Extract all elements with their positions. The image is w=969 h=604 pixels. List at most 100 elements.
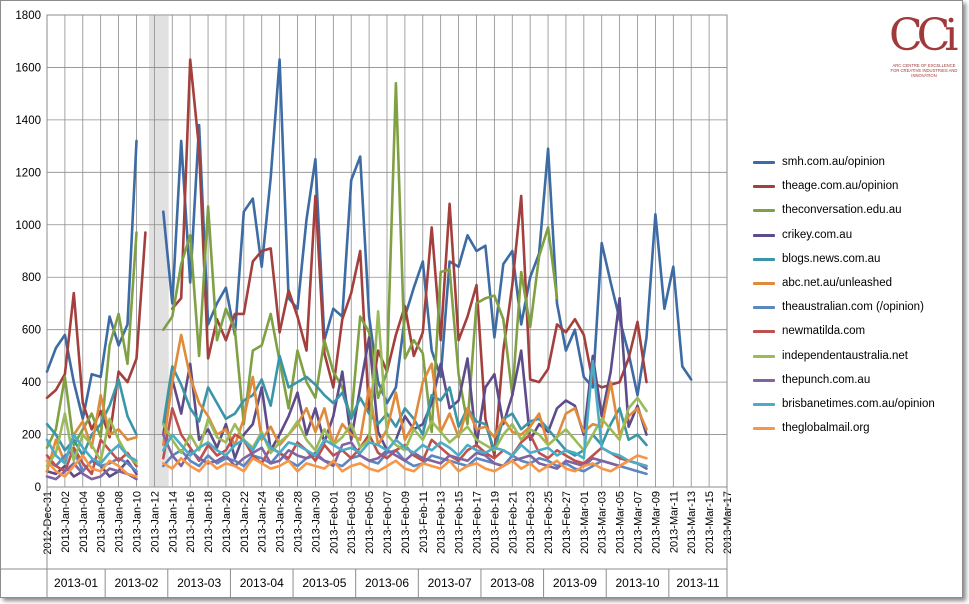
x-tick-label: 2013-Feb-01 bbox=[328, 491, 340, 554]
x-tick-label: 2013-Jan-10 bbox=[131, 491, 143, 553]
x-tick-label: 2013-Feb-23 bbox=[525, 491, 537, 554]
week-group-label: 2013-08 bbox=[490, 576, 534, 590]
x-tick-label: 2012-Dec-31 bbox=[42, 491, 54, 555]
x-tick-label: 2013-Feb-03 bbox=[346, 491, 358, 554]
x-tick-label: 2013-Jan-14 bbox=[167, 491, 179, 553]
x-tick-label: 2013-Jan-18 bbox=[203, 491, 215, 553]
legend-item: theage.com.au/opinion bbox=[753, 180, 958, 204]
legend-label: brisbanetimes.com.au/opinion bbox=[782, 397, 935, 410]
x-tick-label: 2013-Feb-09 bbox=[400, 491, 412, 554]
legend-label: theaustralian.com (/opinion) bbox=[782, 301, 924, 314]
y-tick-label: 0 bbox=[35, 482, 41, 494]
legend-label: smh.com.au/opinion bbox=[782, 156, 885, 168]
legend-item: newmatilda.com bbox=[753, 325, 958, 349]
x-tick-label: 2013-Feb-11 bbox=[418, 491, 430, 553]
week-group-label: 2013-11 bbox=[676, 576, 719, 590]
x-tick-label: 2013-Jan-20 bbox=[221, 491, 233, 553]
x-tick-label: 2013-Jan-06 bbox=[96, 491, 108, 553]
x-tick-label: 2013-Feb-07 bbox=[382, 491, 394, 554]
x-tick-label: 2013-Jan-26 bbox=[275, 491, 287, 553]
legend-swatch bbox=[753, 354, 775, 358]
x-tick-label: 2013-Mar-09 bbox=[650, 491, 662, 554]
y-tick-label: 1600 bbox=[15, 62, 41, 74]
x-tick-label: 2013-Feb-25 bbox=[543, 491, 555, 554]
logo-caption: ARC CENTRE OF EXCELLENCE FOR CREATIVE IN… bbox=[890, 63, 958, 78]
legend-item: theaustralian.com (/opinion) bbox=[753, 301, 958, 325]
legend-swatch bbox=[753, 427, 775, 431]
x-tick-label: 2013-Feb-05 bbox=[364, 491, 376, 554]
week-group-label: 2013-02 bbox=[114, 576, 158, 590]
highlight-band bbox=[149, 15, 169, 487]
week-group-label: 2013-06 bbox=[365, 576, 409, 590]
x-tick-label: 2013-Mar-07 bbox=[633, 491, 645, 554]
x-tick-label: 2013-Jan-24 bbox=[257, 491, 269, 553]
y-tick-label: 600 bbox=[22, 325, 41, 337]
week-group-label: 2013-09 bbox=[553, 576, 597, 590]
x-tick-label: 2013-Mar-17 bbox=[722, 491, 734, 554]
legend-item: smh.com.au/opinion bbox=[753, 156, 958, 180]
legend-item: theglobalmail.org bbox=[753, 422, 958, 446]
legend-label: abc.net.au/unleashed bbox=[782, 276, 892, 289]
legend-swatch bbox=[753, 233, 775, 237]
x-tick-label: 2013-Feb-19 bbox=[489, 491, 501, 554]
legend-item: blogs.news.com.au bbox=[753, 253, 958, 277]
x-tick-label: 2013-Mar-01 bbox=[579, 491, 591, 554]
legend-swatch bbox=[753, 378, 775, 382]
legend-swatch bbox=[753, 330, 775, 334]
x-tick-label: 2013-Feb-15 bbox=[454, 491, 466, 554]
legend-label: theconversation.edu.au bbox=[782, 204, 902, 217]
x-tick-label: 2013-Jan-30 bbox=[310, 491, 322, 553]
legend-item: theconversation.edu.au bbox=[753, 204, 958, 228]
x-tick-label: 2013-Mar-05 bbox=[615, 491, 627, 554]
x-tick-label: 2013-Jan-08 bbox=[114, 491, 126, 553]
y-tick-label: 1200 bbox=[15, 167, 41, 179]
x-tick-label: 2013-Feb-13 bbox=[436, 491, 448, 554]
x-tick-label: 2013-Mar-15 bbox=[704, 491, 716, 554]
x-tick-label: 2013-Feb-27 bbox=[561, 491, 573, 554]
x-tick-label: 2013-Mar-03 bbox=[597, 491, 609, 554]
logo-mark: CCi bbox=[889, 10, 958, 61]
week-group-label: 2013-03 bbox=[177, 576, 221, 590]
legend-item: crikey.com.au bbox=[753, 229, 958, 253]
series-line-10 bbox=[45, 359, 648, 468]
legend-swatch bbox=[753, 257, 775, 261]
legend-swatch bbox=[753, 306, 775, 310]
legend-item: thepunch.com.au bbox=[753, 374, 958, 398]
legend-label: crikey.com.au bbox=[782, 228, 853, 241]
x-tick-label: 2013-Jan-16 bbox=[185, 491, 197, 553]
legend-swatch bbox=[753, 185, 775, 189]
x-tick-label: 2013-Jan-28 bbox=[293, 491, 305, 553]
legend-label: independentaustralia.net bbox=[782, 349, 908, 362]
week-group-label: 2013-04 bbox=[240, 576, 284, 590]
legend-label: blogs.news.com.au bbox=[782, 252, 881, 265]
week-group-label: 2013-10 bbox=[616, 576, 660, 590]
x-tick-label: 2013-Jan-12 bbox=[149, 491, 161, 553]
legend-label: theage.com.au/opinion bbox=[782, 180, 899, 193]
x-tick-label: 2013-Jan-04 bbox=[78, 491, 90, 553]
y-tick-label: 400 bbox=[22, 377, 41, 389]
legend-swatch bbox=[753, 209, 775, 213]
legend-label: thepunch.com.au bbox=[782, 373, 871, 386]
x-tick-label: 2013-Feb-21 bbox=[507, 491, 519, 554]
series-line-2 bbox=[45, 81, 559, 449]
legend-swatch bbox=[753, 281, 775, 285]
x-tick-label: 2013-Jan-02 bbox=[60, 491, 72, 553]
week-group-label: 2013-07 bbox=[428, 576, 472, 590]
chart-legend: smh.com.au/opinion theage.com.au/opinion t… bbox=[753, 156, 958, 446]
legend-swatch bbox=[753, 402, 775, 406]
y-tick-label: 1400 bbox=[15, 115, 41, 127]
legend-item: abc.net.au/unleashed bbox=[753, 277, 958, 301]
week-group-label: 2013-05 bbox=[302, 576, 346, 590]
legend-item: independentaustralia.net bbox=[753, 350, 958, 374]
series-line-0 bbox=[45, 58, 693, 421]
series-line-5 bbox=[45, 333, 648, 473]
y-tick-label: 200 bbox=[22, 430, 41, 442]
legend-label: theglobalmail.org bbox=[782, 422, 870, 435]
legend-swatch bbox=[753, 161, 775, 164]
legend-label: newmatilda.com bbox=[782, 325, 866, 338]
line-chart: 0 200 400 600 800 1000 1200 1400 1600 1800 2012-De… bbox=[1, 10, 734, 597]
week-group-label: 2013-01 bbox=[54, 576, 98, 590]
x-tick-label: 2013-Mar-11 bbox=[668, 491, 680, 553]
x-tick-label: 2013-Feb-17 bbox=[471, 491, 483, 554]
